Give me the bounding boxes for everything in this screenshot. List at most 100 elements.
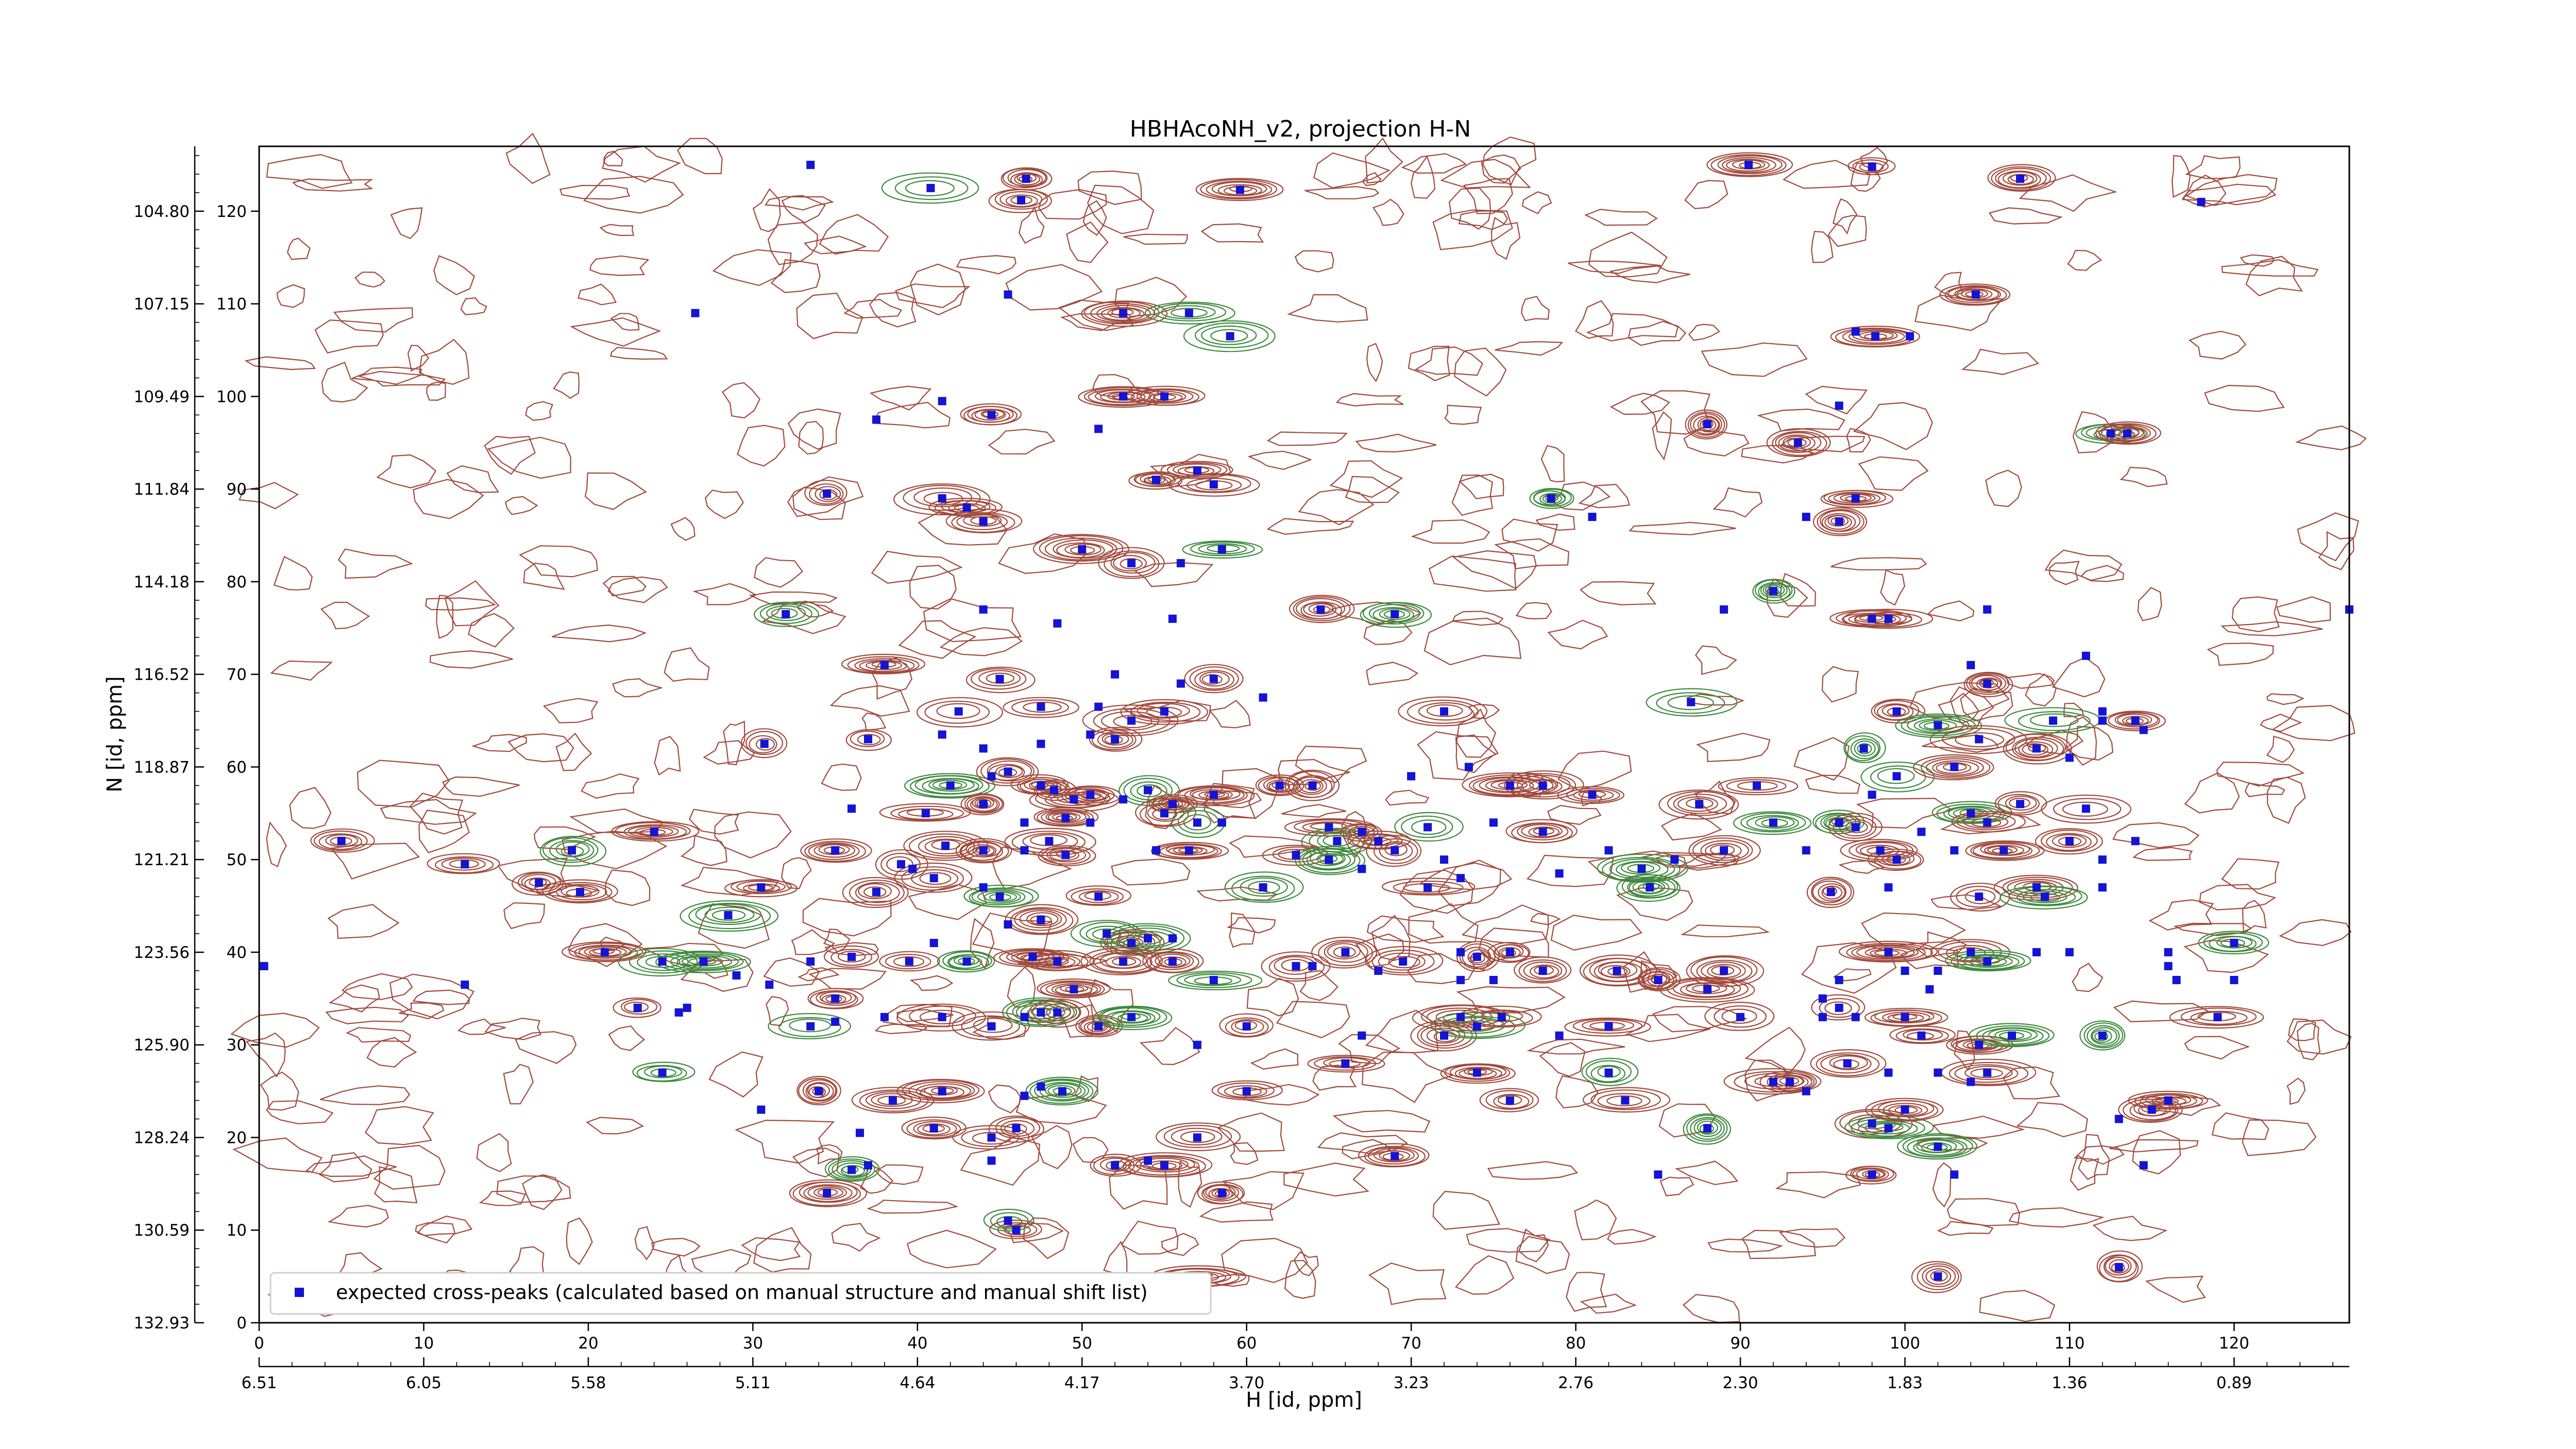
- positive-contour: [1418, 702, 1473, 721]
- cross-peak-marker: [987, 772, 996, 781]
- cross-peak-marker: [2016, 800, 2025, 808]
- positive-contour: [960, 793, 1005, 816]
- cross-peak-marker: [2081, 804, 2090, 813]
- noise-contour: [559, 184, 631, 200]
- noise-contour: [861, 712, 887, 731]
- positive-contour: [1184, 664, 1244, 694]
- cross-peak-marker: [1934, 1068, 1942, 1077]
- negative-contour: [1240, 877, 1288, 897]
- y-secondary-tick-label: 111.84: [134, 480, 190, 499]
- positive-contour: [890, 805, 964, 821]
- cross-peak-marker: [1950, 763, 1959, 771]
- cross-peak-marker: [1094, 892, 1103, 901]
- cross-peak-marker: [1374, 837, 1383, 846]
- noise-contour: [413, 479, 484, 519]
- noise-contour: [484, 1017, 542, 1040]
- noise-contour: [2002, 1066, 2060, 1100]
- noise-contour: [1535, 513, 1575, 531]
- positive-contour: [1130, 701, 1201, 723]
- negative-contour: [1190, 541, 1255, 557]
- noise-contour: [714, 811, 792, 858]
- noise-contour: [519, 545, 598, 578]
- positive-contour: [1040, 980, 1105, 999]
- noise-contour: [351, 366, 422, 385]
- cross-peak-marker: [1037, 739, 1045, 748]
- negative-contour: [836, 1162, 869, 1177]
- positive-contour: [1775, 432, 1822, 453]
- noise-contour: [791, 929, 836, 955]
- positive-contour: [1850, 1166, 1894, 1182]
- positive-contour: [615, 822, 691, 840]
- noise-contour: [1775, 1171, 1861, 1199]
- positive-contour: [313, 830, 368, 851]
- noise-contour: [753, 1227, 812, 1273]
- noise-contour: [1856, 798, 1954, 829]
- positive-contour: [1685, 983, 1727, 995]
- noise-contour: [1682, 1294, 1740, 1323]
- noise-contour: [357, 760, 450, 808]
- y-tick-label: 50: [227, 851, 247, 869]
- cross-peak-marker: [2065, 948, 2074, 956]
- negative-contour: [1183, 320, 1276, 352]
- negative-contour: [753, 601, 819, 627]
- x-secondary-tick-label: 3.23: [1394, 1374, 1429, 1392]
- noise-contour: [1811, 230, 1834, 263]
- positive-contour: [814, 843, 856, 858]
- cross-peak-marker: [864, 735, 872, 744]
- cross-peak-marker: [1892, 772, 1901, 781]
- negative-contour: [1945, 950, 2031, 972]
- noise-contour: [1926, 600, 1975, 621]
- cross-peak-marker: [872, 415, 880, 424]
- cross-peak-marker: [760, 739, 769, 748]
- positive-contour: [1867, 614, 1912, 625]
- noise-contour: [1283, 1162, 1369, 1197]
- negative-contour: [905, 180, 955, 196]
- y-axis-ticks: 0 10 20 30 40 50 60 70 80 90 100 110 120: [216, 203, 259, 1333]
- positive-contour: [976, 757, 1039, 786]
- cross-peak-marker: [2098, 716, 2107, 725]
- positive-contour: [1373, 1148, 1415, 1162]
- noise-contour: [433, 255, 475, 295]
- noise-contour: [1853, 402, 1933, 450]
- positive-contour: [789, 1179, 867, 1207]
- noise-contour: [318, 1152, 372, 1183]
- positive-contour: [1195, 178, 1284, 201]
- cross-peak-marker: [1053, 957, 1062, 966]
- positive-contour: [911, 869, 959, 888]
- positive-contour: [2005, 795, 2037, 811]
- noise-contour: [910, 263, 966, 316]
- positive-contour: [1189, 666, 1239, 691]
- positive-contour: [1997, 171, 2041, 189]
- positive-contour: [1766, 428, 1831, 457]
- y-tick-label: 70: [227, 666, 247, 684]
- positive-contour: [1014, 908, 1067, 931]
- positive-contour: [1308, 603, 1334, 615]
- cross-peak-marker: [732, 971, 741, 980]
- cross-peak-marker: [1423, 823, 1432, 832]
- cross-peak-marker: [1160, 809, 1168, 818]
- positive-contour: [1081, 300, 1168, 327]
- noise-contour: [1134, 562, 1214, 587]
- y-tick-label: 0: [236, 1314, 247, 1333]
- positive-contour: [1113, 554, 1147, 571]
- noise-contour: [2288, 1018, 2316, 1041]
- cross-peak-marker: [864, 1161, 872, 1170]
- noise-contour: [337, 548, 413, 579]
- negative-contour: [1168, 970, 1263, 990]
- cross-peak-marker: [1892, 707, 1901, 716]
- cross-peak-marker: [724, 911, 733, 919]
- noise-contour: [2137, 587, 2162, 621]
- positive-contour: [740, 728, 788, 759]
- cross-peak-marker: [2041, 892, 2049, 901]
- positive-contour: [1307, 1054, 1385, 1073]
- noise-contour: [792, 1147, 840, 1178]
- noise-contour: [2112, 822, 2200, 849]
- cross-peak-marker: [1456, 975, 1465, 984]
- noise-contour: [1463, 178, 1513, 214]
- positive-contour: [1699, 418, 1717, 431]
- cross-peak-marker: [765, 980, 774, 989]
- cross-peak-marker: [815, 1087, 823, 1096]
- noise-contour: [436, 594, 454, 639]
- negative-contour: [1034, 1080, 1090, 1102]
- positive-contour: [2002, 877, 2073, 899]
